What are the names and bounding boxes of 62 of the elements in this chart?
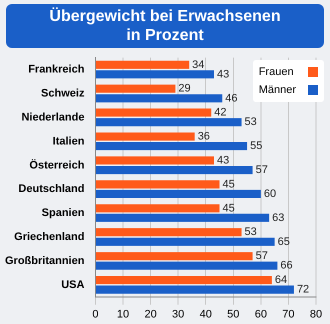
x-tick-label: 0 <box>92 308 99 320</box>
x-tick-label: 20 <box>144 308 157 320</box>
data-label: 45 <box>222 202 235 214</box>
bar <box>96 166 253 174</box>
bar <box>96 132 195 141</box>
bar <box>96 180 220 188</box>
bar <box>96 108 212 117</box>
bar <box>96 286 294 294</box>
x-tick-label: 60 <box>254 308 267 320</box>
y-tick-label: Schweiz <box>41 88 85 100</box>
bar <box>96 214 270 222</box>
y-tick-label: Frankreich <box>28 64 85 76</box>
data-label: 55 <box>250 140 262 152</box>
legend-label: Männer <box>258 82 296 98</box>
data-label: 46 <box>225 92 238 104</box>
bar <box>96 262 278 270</box>
data-label: 29 <box>178 82 191 95</box>
data-label: 66 <box>280 260 293 272</box>
data-label: 53 <box>244 116 257 128</box>
data-label: 72 <box>296 284 310 296</box>
data-label: 63 <box>272 212 284 224</box>
bar <box>96 228 242 236</box>
bar <box>96 142 248 150</box>
y-tick-label: Niederlande <box>21 111 84 124</box>
x-tick-label: 80 <box>310 308 322 320</box>
x-tick-label: 30 <box>172 308 184 320</box>
y-tick-label: Deutschland <box>18 183 84 196</box>
data-label: 42 <box>214 106 226 119</box>
data-label: 43 <box>216 154 230 166</box>
data-label: 36 <box>198 130 210 143</box>
data-label: 64 <box>274 274 288 286</box>
data-label: 57 <box>256 164 268 176</box>
bar <box>96 118 242 126</box>
data-label: 53 <box>244 226 257 238</box>
y-tick-label: Griechenland <box>14 231 84 244</box>
bar <box>96 252 253 260</box>
bar <box>96 238 275 246</box>
legend-label: Frauen <box>258 64 294 80</box>
y-tick-label: Großbritannien <box>4 254 85 267</box>
x-tick-label: 40 <box>200 308 212 320</box>
data-label: 57 <box>256 250 268 262</box>
y-tick-label: Spanien <box>42 207 85 220</box>
bar <box>96 84 176 93</box>
data-label: 34 <box>192 58 204 71</box>
bar <box>96 156 214 165</box>
bar <box>96 276 272 284</box>
y-tick-label: USA <box>61 278 84 291</box>
chart-title: Übergewicht bei Erwachsenen in Prozent <box>6 4 324 48</box>
bar <box>96 60 190 69</box>
bar <box>96 94 222 102</box>
bar <box>96 204 220 212</box>
data-label: 45 <box>222 178 235 190</box>
bar <box>96 190 261 198</box>
y-tick-label: Italien <box>52 135 85 148</box>
bar <box>96 70 214 78</box>
data-label: 65 <box>278 236 290 248</box>
y-tick-label: Österreich <box>29 158 85 172</box>
x-tick-label: 10 <box>116 308 130 320</box>
x-tick-label: 50 <box>227 308 240 320</box>
data-label: 60 <box>264 188 276 200</box>
data-label: 43 <box>216 68 230 80</box>
x-tick-label: 70 <box>282 308 295 320</box>
